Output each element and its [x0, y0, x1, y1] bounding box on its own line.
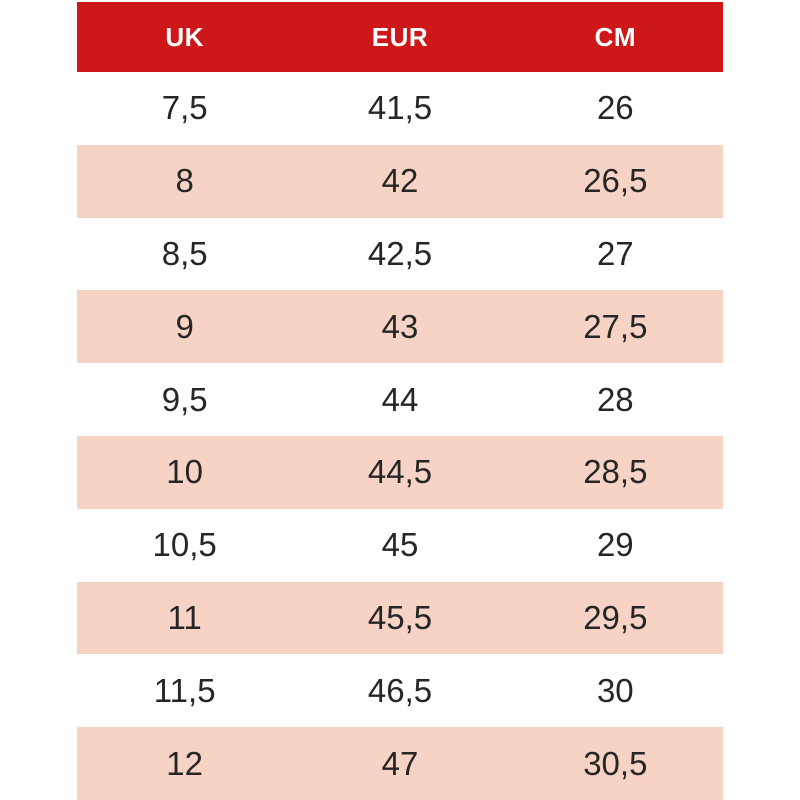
cell-uk: 11 [167, 598, 202, 636]
table-header-row: UK EUR CM [77, 2, 723, 72]
cell-cm: 26 [596, 89, 634, 127]
cell-uk: 9,5 [161, 380, 208, 418]
cell-uk: 10,5 [152, 526, 217, 564]
cell-eur: 46,5 [367, 671, 433, 709]
column-header-eur: EUR [371, 21, 429, 52]
table-row: 11,5 46,5 30 [77, 654, 723, 728]
table-row: 7,5 41,5 26 [77, 72, 723, 145]
cell-cm: 26,5 [583, 162, 648, 200]
cell-cm: 27 [596, 234, 634, 272]
cell-eur: 44 [381, 380, 419, 418]
cell-eur: 44,5 [367, 453, 433, 491]
cell-eur: 45 [381, 526, 419, 564]
cell-uk: 10 [166, 453, 204, 491]
cell-cm: 29,5 [583, 598, 648, 636]
table-row: 11 45,5 29,5 [77, 581, 723, 655]
column-header-uk: UK [165, 21, 204, 52]
cell-cm: 30 [596, 671, 634, 709]
cell-eur: 43 [381, 307, 419, 345]
cell-uk: 8 [175, 162, 194, 200]
table-row: 8 42 26,5 [77, 144, 723, 218]
table-row: 10,5 45 29 [77, 508, 723, 582]
cell-uk: 9 [175, 307, 194, 345]
cell-eur: 41,5 [367, 89, 433, 127]
cell-eur: 47 [381, 744, 419, 782]
cell-uk: 7,5 [161, 89, 208, 127]
cell-eur: 45,5 [367, 598, 433, 636]
cell-eur: 42,5 [367, 234, 433, 272]
table-row: 8,5 42,5 27 [77, 217, 723, 291]
cell-cm: 30,5 [583, 744, 648, 782]
table-row: 9,5 44 28 [77, 363, 723, 436]
table-row: 10 44,5 28,5 [77, 435, 723, 509]
cell-eur: 42 [381, 162, 419, 200]
cell-cm: 28 [596, 380, 634, 418]
cell-uk: 8,5 [161, 234, 208, 272]
column-header-cm: CM [594, 21, 637, 52]
size-conversion-table: UK EUR CM 7,5 41,5 26 8 42 26,5 8,5 42,5… [77, 2, 723, 800]
cell-uk: 11,5 [153, 671, 216, 709]
cell-cm: 28,5 [583, 453, 648, 491]
table-row: 12 47 30,5 [77, 727, 723, 800]
cell-uk: 12 [166, 744, 204, 782]
table-row: 9 43 27,5 [77, 290, 723, 364]
cell-cm: 29 [596, 526, 634, 564]
cell-cm: 27,5 [583, 307, 648, 345]
